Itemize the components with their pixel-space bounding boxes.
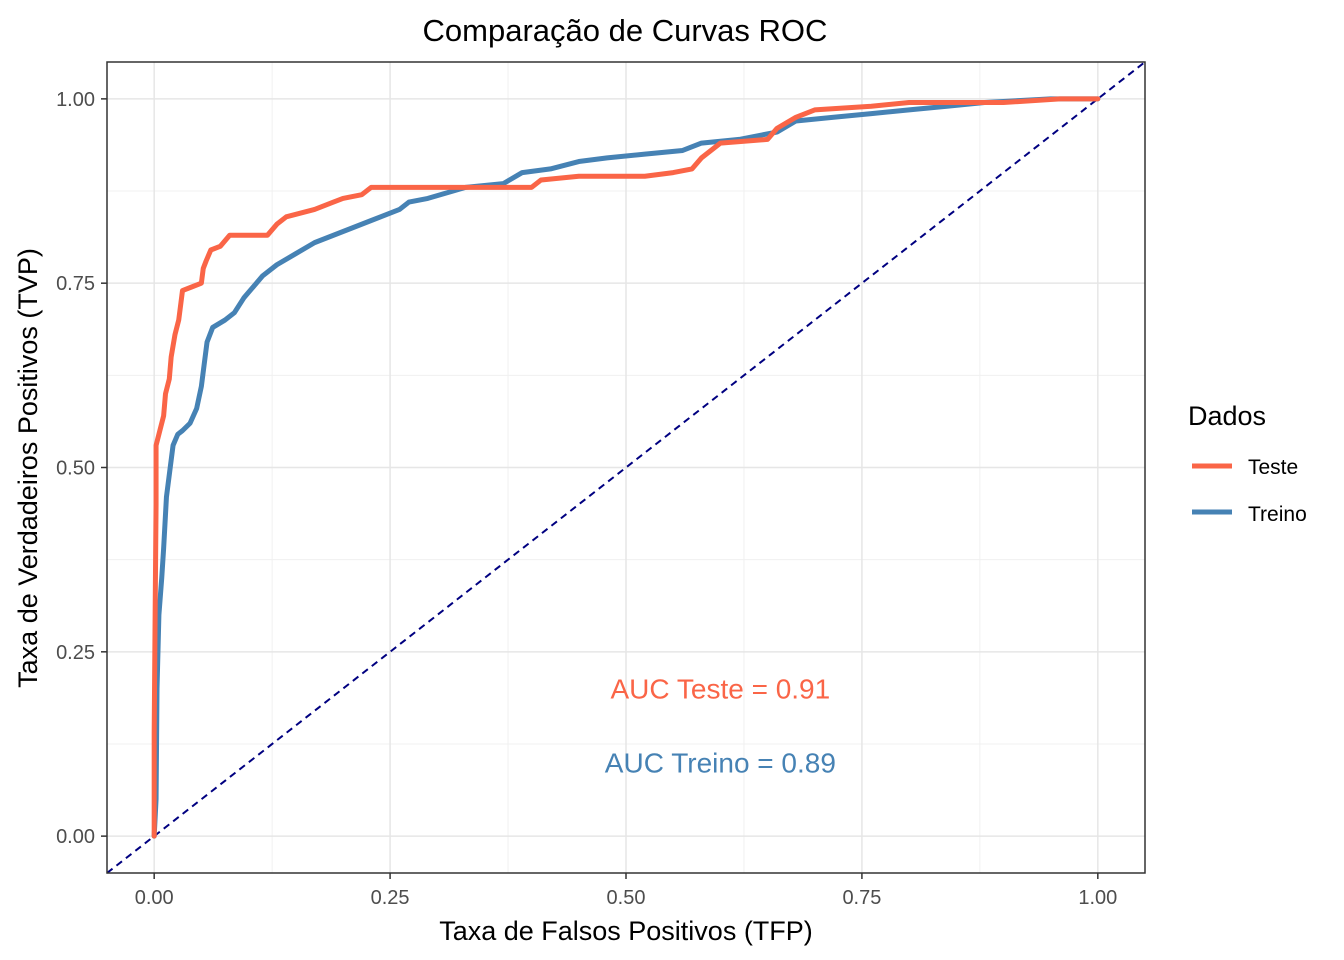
reference-diagonal bbox=[106, 61, 1146, 874]
x-axis-title: Taxa de Falsos Positivos (TFP) bbox=[439, 916, 813, 946]
legend: Dados Teste Treino bbox=[1188, 401, 1307, 526]
x-tick-label: 0.25 bbox=[371, 887, 410, 909]
auc-annotation-0: AUC Teste = 0.91 bbox=[610, 674, 830, 705]
x-tick-label: 0.50 bbox=[607, 887, 646, 909]
y-tick-label: 0.25 bbox=[56, 642, 95, 664]
x-tick-label: 0.75 bbox=[842, 887, 881, 909]
legend-label-teste: Teste bbox=[1248, 456, 1298, 479]
grid bbox=[107, 62, 1145, 873]
series-line-teste bbox=[151, 96, 1101, 839]
auc-annotation-1: AUC Treino = 0.89 bbox=[605, 747, 836, 778]
chart-title: Comparação de Curvas ROC bbox=[423, 13, 828, 48]
y-tick-label: 0.75 bbox=[56, 273, 95, 295]
auc-annotations: AUC Teste = 0.91 AUC Treino = 0.89 bbox=[605, 674, 836, 779]
y-tick-label: 0.00 bbox=[56, 826, 95, 848]
x-axis-ticks: 0.00 0.25 0.50 0.75 1.00 bbox=[135, 873, 1117, 909]
x-tick-label: 0.00 bbox=[135, 887, 174, 909]
x-tick-label: 1.00 bbox=[1078, 887, 1117, 909]
y-axis-ticks: 0.00 0.25 0.50 0.75 1.00 bbox=[56, 89, 107, 848]
series-lines bbox=[151, 96, 1101, 839]
legend-label-treino: Treino bbox=[1248, 503, 1307, 526]
y-axis-title: Taxa de Verdadeiros Positivos (TVP) bbox=[13, 248, 43, 688]
diagonal-line bbox=[106, 61, 1146, 874]
legend-title: Dados bbox=[1188, 401, 1266, 431]
y-tick-label: 0.50 bbox=[56, 458, 95, 480]
y-tick-label: 1.00 bbox=[56, 89, 95, 111]
